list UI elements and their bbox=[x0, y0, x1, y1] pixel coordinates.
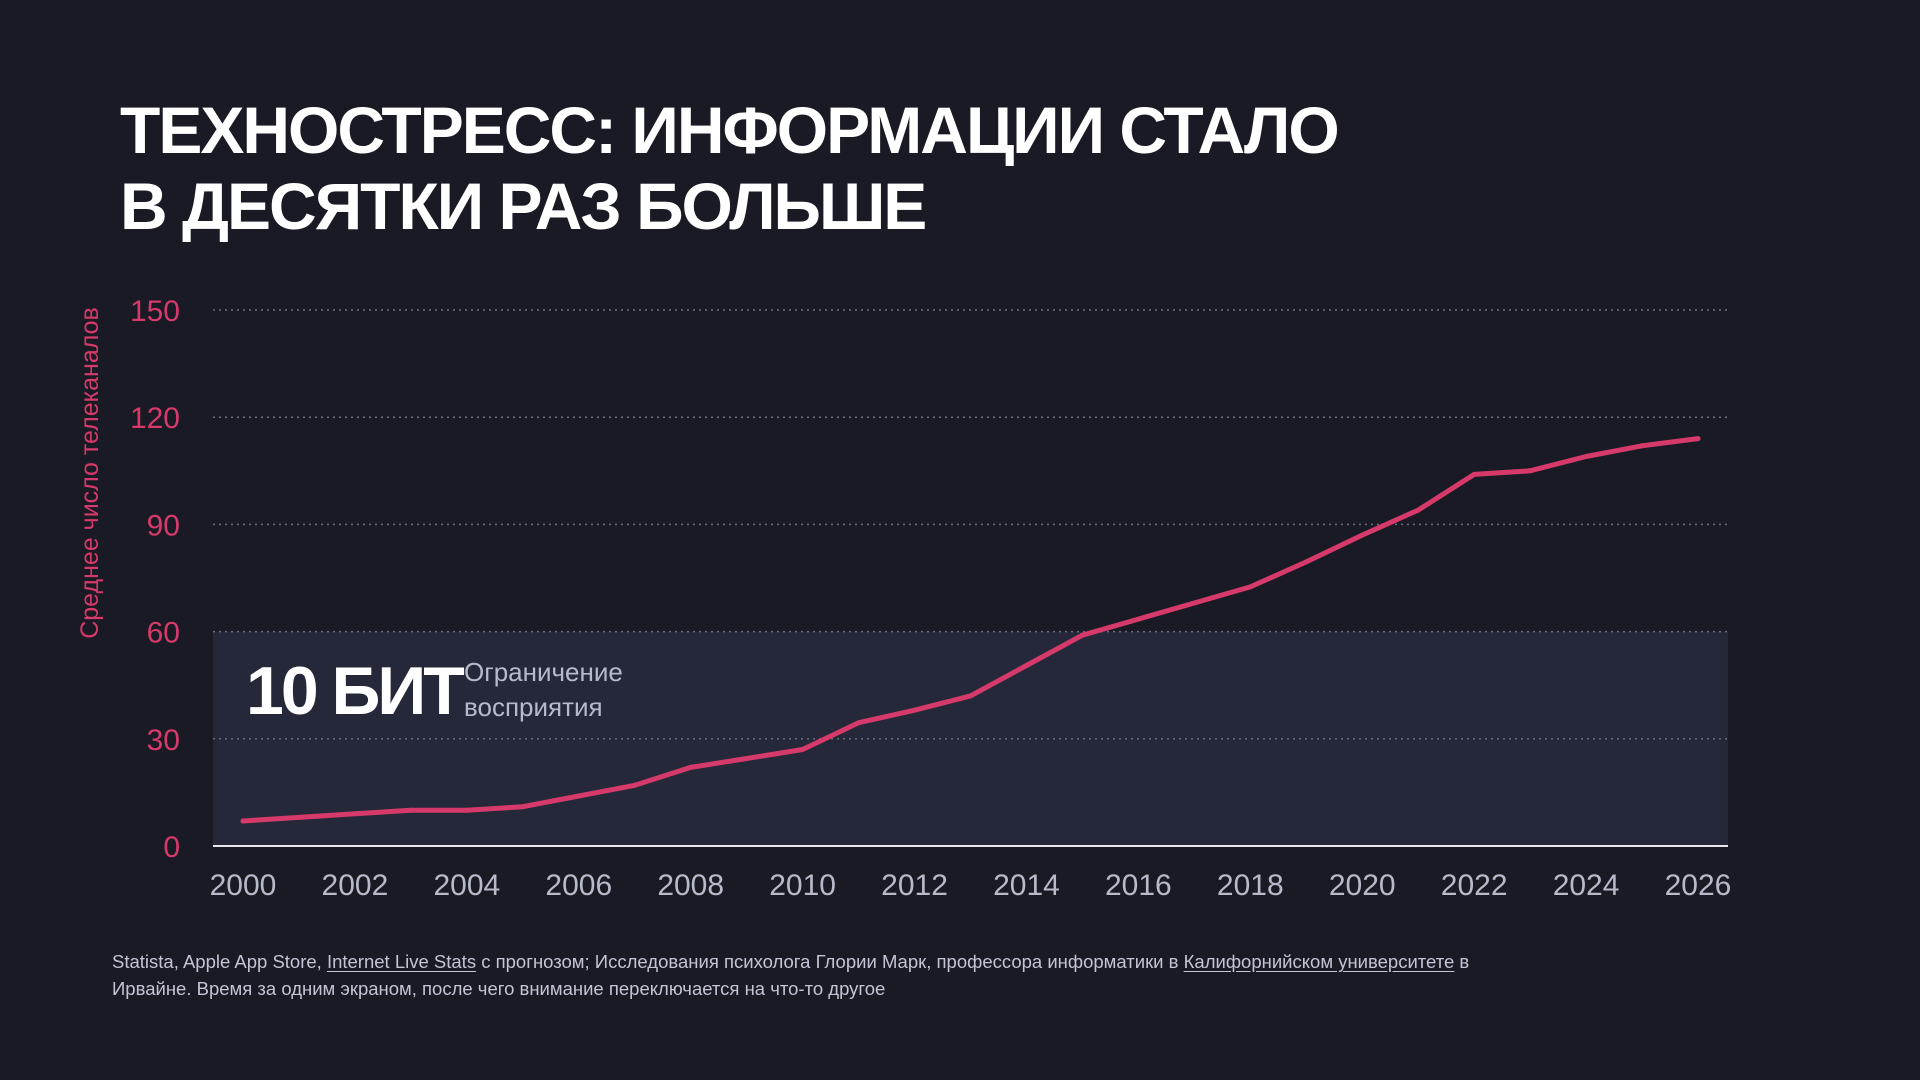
x-tick-label: 2000 bbox=[210, 869, 277, 902]
data-point bbox=[296, 814, 302, 820]
data-point bbox=[632, 782, 638, 788]
data-point bbox=[520, 804, 526, 810]
data-point bbox=[240, 818, 246, 824]
y-tick-label: 30 bbox=[147, 724, 180, 757]
data-point bbox=[1527, 468, 1533, 474]
data-point bbox=[1583, 454, 1589, 460]
y-tick-labels: 0 30 60 90 120 150 bbox=[130, 295, 180, 864]
x-tick-label: 2006 bbox=[545, 869, 612, 902]
x-tick-label: 2002 bbox=[322, 869, 389, 902]
footnote-link-internet-live-stats[interactable]: Internet Live Stats bbox=[326, 951, 477, 972]
y-tick-label: 120 bbox=[130, 402, 180, 435]
footnote-link-university[interactable]: Калифорнийском университете bbox=[1183, 951, 1455, 972]
x-tick-label: 2010 bbox=[769, 869, 836, 902]
x-tick-label: 2026 bbox=[1665, 869, 1732, 902]
page-title-line-2: В ДЕСЯТКИ РАЗ БОЛЬШЕ bbox=[120, 169, 927, 243]
data-point bbox=[1135, 616, 1141, 622]
data-point bbox=[912, 707, 918, 713]
x-tick-label: 2014 bbox=[993, 869, 1060, 902]
x-tick-labels: 2000 2002 2004 2006 2008 2010 2012 2014 2016 2018… bbox=[210, 869, 1732, 902]
data-point bbox=[1023, 663, 1029, 669]
data-point bbox=[464, 807, 470, 813]
data-point bbox=[1639, 443, 1645, 449]
source-footnote: Statista, Apple App Store, Internet Live… bbox=[112, 948, 1532, 1002]
x-tick-label: 2018 bbox=[1217, 869, 1284, 902]
data-point bbox=[1695, 436, 1701, 442]
x-tick-label: 2012 bbox=[881, 869, 948, 902]
annotation-label-line-1: Ограничение bbox=[464, 657, 623, 687]
data-point bbox=[352, 811, 358, 817]
footnote-text-3: в Ирвайне. Время за одним экраном, после… bbox=[112, 951, 1470, 999]
page-title: ТЕХНОСТРЕСС: ИНФОРМАЦИИ СТАЛО В ДЕСЯТКИ … bbox=[120, 92, 1620, 244]
x-tick-label: 2022 bbox=[1441, 869, 1508, 902]
x-tick-label: 2016 bbox=[1105, 869, 1172, 902]
footnote-text-2: с прогнозом; Исследования психолога Глор… bbox=[476, 951, 1184, 972]
annotation-value: 10 БИТ bbox=[246, 653, 464, 729]
data-point bbox=[408, 807, 414, 813]
y-axis-label: Среднее число телеканалов bbox=[76, 307, 104, 639]
data-point bbox=[1079, 632, 1085, 638]
y-tick-label: 60 bbox=[147, 617, 180, 650]
data-point bbox=[968, 693, 973, 699]
data-point bbox=[1191, 600, 1197, 606]
x-tick-label: 2008 bbox=[657, 869, 724, 902]
data-point bbox=[1415, 507, 1421, 513]
x-tick-label: 2020 bbox=[1329, 869, 1396, 902]
y-tick-label: 0 bbox=[163, 831, 180, 864]
footnote-text-1: Statista, Apple App Store, bbox=[112, 951, 327, 972]
data-point bbox=[1247, 584, 1253, 590]
grid-lines bbox=[213, 309, 1728, 740]
annotation-label-line-2: восприятия bbox=[464, 692, 603, 722]
series-group bbox=[240, 436, 1701, 824]
data-point bbox=[744, 755, 750, 761]
page-title-line-1: ТЕХНОСТРЕСС: ИНФОРМАЦИИ СТАЛО bbox=[120, 93, 1340, 167]
data-point bbox=[688, 764, 694, 770]
data-point bbox=[1303, 559, 1309, 565]
x-tick-label: 2004 bbox=[433, 869, 500, 902]
data-point bbox=[800, 747, 806, 753]
data-point bbox=[856, 720, 862, 726]
data-point bbox=[1471, 471, 1477, 477]
data-point bbox=[1359, 532, 1365, 538]
y-tick-label: 150 bbox=[130, 295, 180, 328]
y-tick-label: 90 bbox=[147, 509, 180, 542]
data-point bbox=[576, 793, 582, 799]
x-tick-label: 2024 bbox=[1553, 869, 1620, 902]
